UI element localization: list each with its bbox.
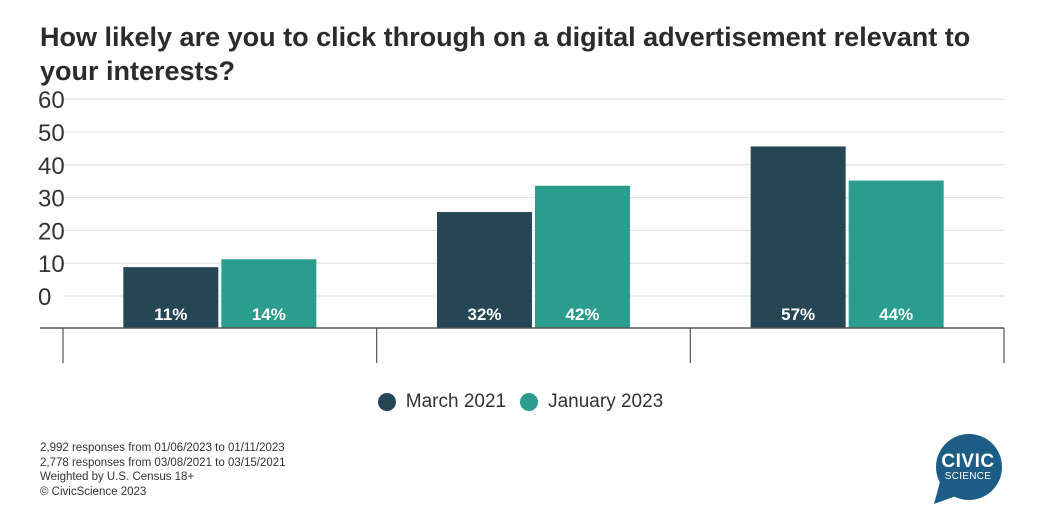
footnote-copyright: © CivicScience 2023 <box>40 485 147 498</box>
legend-swatch-march-2021 <box>377 393 396 411</box>
y-tick-label: 0 <box>38 284 51 311</box>
y-tick-label: 40 <box>38 153 65 180</box>
footnote-responses-2021: 2,778 responses from 03/08/2021 to 03/15… <box>40 456 286 469</box>
bar <box>221 259 317 328</box>
y-tick-label: 50 <box>38 120 65 147</box>
bar-data-label: 11% <box>154 305 187 324</box>
bar-data-label: 42% <box>565 305 599 324</box>
bar <box>123 267 219 328</box>
gridlines <box>63 98 1004 297</box>
bar-data-label: 44% <box>879 305 913 324</box>
bar <box>750 146 846 328</box>
footnote-weighting: Weighted by U.S. Census 18+ <box>40 471 195 483</box>
legend-item-january-2023: January 2023 <box>520 391 663 413</box>
footnotes: 2,992 responses from 01/06/2023 to 01/11… <box>40 441 286 499</box>
legend-item-march-2021: March 2021 <box>377 391 507 413</box>
y-tick-label: 10 <box>38 251 65 278</box>
bar <box>437 212 532 328</box>
legend-label-march-2021: March 2021 <box>405 391 507 412</box>
legend-swatch-january-2023 <box>520 393 539 411</box>
y-axis-ticks: 0 10 20 30 40 50 60 <box>38 87 65 311</box>
x-axis <box>40 327 1005 363</box>
chart-title: How likely are you to click through on a… <box>40 22 971 86</box>
legend: March 2021 January 2023 <box>0 391 1041 413</box>
bar <box>848 180 944 328</box>
y-tick-label: 30 <box>38 186 65 213</box>
footnote-responses-2023: 2,992 responses from 01/06/2023 to 01/11… <box>40 442 285 454</box>
bar <box>535 185 630 328</box>
logo-bubble-icon <box>934 434 1002 504</box>
bars: 11% 32% 57% 14% 42% 44% <box>123 146 944 328</box>
bar-data-label: 14% <box>252 305 286 324</box>
bar-data-label: 57% <box>781 305 815 324</box>
y-tick-label: 20 <box>38 218 65 245</box>
logo-text-science: SCIENCE <box>944 471 992 482</box>
civicscience-logo: CIVIC SCIENCE <box>932 434 1004 506</box>
logo-text-civic: CIVIC <box>941 451 995 472</box>
legend-label-january-2023: January 2023 <box>548 391 664 412</box>
y-tick-label: 60 <box>38 87 65 114</box>
bar-data-label: 32% <box>467 305 501 324</box>
bar-chart: 0 10 20 30 40 50 60 11% 32% 57% 14% 42% 44% <box>38 87 1005 363</box>
